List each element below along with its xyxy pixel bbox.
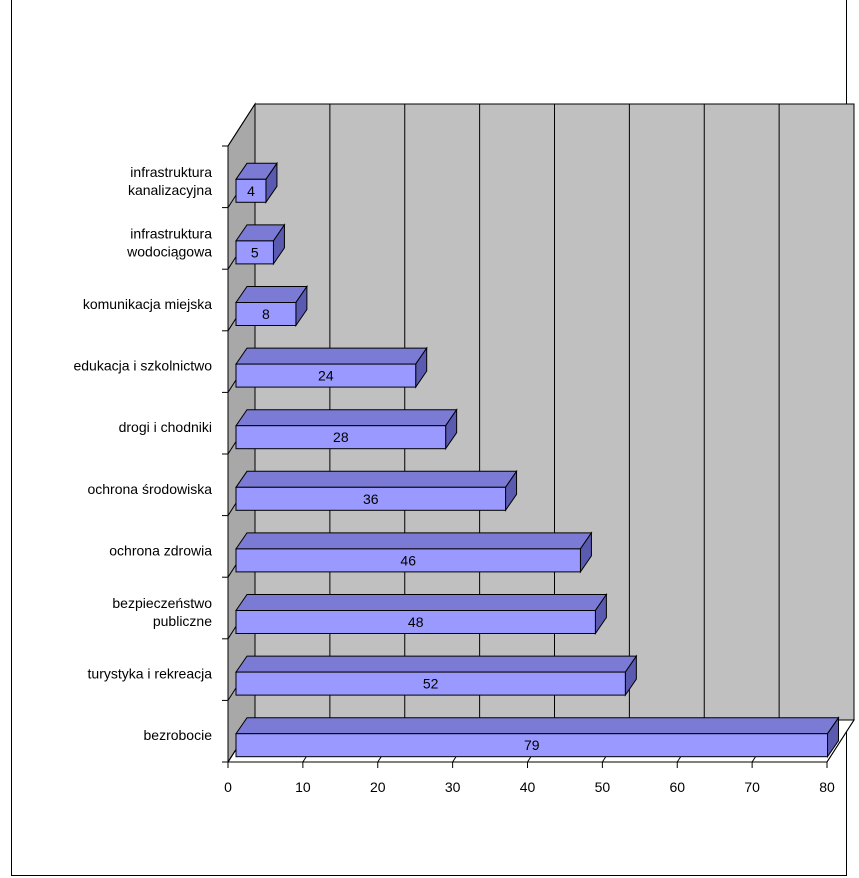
bar-top-face [235, 347, 428, 365]
data-label: 36 [363, 491, 379, 507]
category-label-line: turystyka i rekreacja [88, 666, 213, 682]
category-label-line: drogi i chodniki [119, 419, 212, 435]
x-tick-label: 50 [595, 779, 611, 795]
category-label: bezpieczeństwo publiczne [112, 595, 212, 629]
bar-top-face [235, 470, 518, 488]
category-label: bezrobocie [144, 727, 213, 743]
category-label: drogi i chodniki [119, 419, 212, 435]
data-label: 28 [333, 429, 349, 445]
bar-top-face [235, 409, 458, 427]
x-tick-label: 70 [744, 779, 760, 795]
bar-top-face [235, 655, 638, 673]
category-label-line: infrastruktura [130, 164, 212, 180]
category-label-line: publiczne [153, 613, 212, 629]
bar-top-face [235, 717, 840, 735]
bar [235, 548, 581, 573]
bar-top-face [235, 594, 608, 611]
x-tick-label: 10 [295, 779, 311, 795]
bar [235, 363, 417, 388]
category-label: infrastruktura kanalizacyjna [128, 164, 212, 198]
bar [235, 486, 507, 511]
floor-gridline [826, 719, 855, 763]
bar [235, 425, 447, 450]
side-separator [227, 103, 256, 147]
category-label: ochrona środowiska [87, 481, 212, 497]
category-label: edukacja i szkolnictwo [73, 358, 212, 374]
x-tick-label: 80 [819, 779, 835, 795]
data-label: 52 [423, 676, 439, 692]
data-label: 24 [318, 368, 334, 384]
bar [235, 240, 274, 265]
x-tick-label: 60 [669, 779, 685, 795]
bar [235, 178, 267, 203]
data-label: 5 [251, 244, 259, 260]
category-label-line: bezpieczeństwo [112, 595, 212, 611]
bar [235, 610, 596, 634]
data-label: 79 [524, 737, 540, 753]
bar [235, 733, 829, 758]
category-label-line: ochrona zdrowia [109, 542, 212, 558]
category-label: ochrona zdrowia [109, 542, 212, 558]
data-label: 4 [247, 183, 255, 199]
bar [235, 302, 297, 326]
x-tick-label: 20 [370, 779, 386, 795]
category-label-line: wodociągowa [126, 243, 212, 259]
x-tick-label: 30 [445, 779, 461, 795]
x-tick-label: 0 [224, 779, 232, 795]
data-label: 8 [262, 306, 270, 322]
category-label: infrastruktura wodociągowa [126, 225, 212, 259]
bar-top-face [235, 532, 593, 550]
category-label: komunikacja miejska [83, 296, 212, 312]
category-label: turystyka i rekreacja [88, 666, 213, 682]
bar-top-face [235, 286, 308, 303]
category-label-line: infrastruktura [130, 225, 212, 241]
category-label-line: bezrobocie [144, 727, 213, 743]
data-label: 46 [400, 552, 416, 568]
category-label-line: komunikacja miejska [83, 296, 212, 312]
x-tick-label: 40 [520, 779, 536, 795]
data-label: 48 [408, 614, 424, 630]
category-label-line: ochrona środowiska [87, 481, 212, 497]
bar [235, 671, 626, 696]
category-label-line: kanalizacyjna [128, 182, 212, 198]
category-label-line: edukacja i szkolnictwo [73, 358, 212, 374]
